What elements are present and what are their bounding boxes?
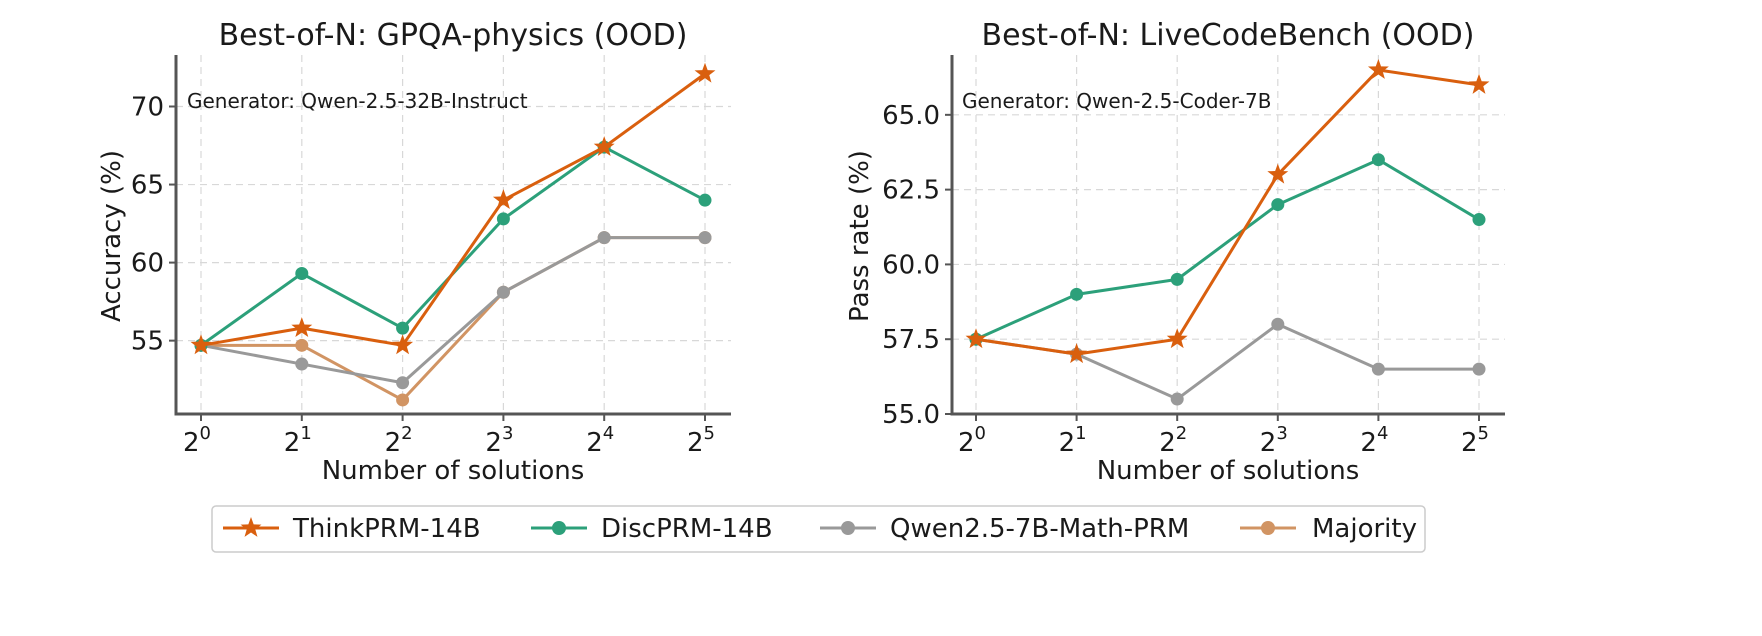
data-point	[295, 267, 309, 281]
data-point-star	[1468, 73, 1490, 94]
x-tick-label: 23	[1260, 423, 1288, 458]
data-point	[496, 212, 510, 226]
x-tick-label: 24	[586, 423, 614, 458]
chart-title: Best-of-N: GPQA-physics (OOD)	[219, 18, 688, 53]
data-point	[1472, 213, 1486, 227]
legend-item-thinkprm: ThinkPRM-14B	[223, 514, 481, 544]
series-line	[201, 236, 705, 402]
series-think	[965, 58, 1490, 364]
x-tick-label: 24	[1360, 423, 1388, 458]
data-point	[597, 231, 611, 245]
data-point-star	[1267, 163, 1289, 184]
legend-frame	[211, 505, 1426, 553]
x-tick-label: 21	[284, 423, 312, 458]
series-line	[975, 68, 1480, 356]
y-tick-label: 57.5	[882, 325, 940, 355]
legend-label: DiscPRM-14B	[601, 514, 773, 544]
data-point	[698, 231, 712, 245]
series-disc	[969, 153, 1486, 346]
data-point-star	[1166, 328, 1188, 349]
data-point	[1271, 317, 1285, 331]
data-point	[1371, 153, 1385, 167]
panel-livecodebench: Best-of-N: LiveCodeBench (OOD) Generator…	[845, 18, 1505, 486]
data-point-star	[1367, 58, 1389, 79]
chart-title: Best-of-N: LiveCodeBench (OOD)	[982, 18, 1475, 53]
circle-marker-icon	[552, 521, 566, 535]
series-qwen	[969, 317, 1486, 406]
legend-item-qwen-math-prm: Qwen2.5-7B-Math-PRM	[820, 514, 1189, 544]
series-think	[190, 62, 716, 355]
data-point	[496, 285, 510, 299]
legend-item-majority: Majority	[1240, 514, 1417, 544]
y-axis-label: Pass rate (%)	[845, 150, 875, 322]
x-axis-label: Number of solutions	[1097, 456, 1360, 486]
x-tick-label: 22	[385, 423, 413, 458]
data-point-star	[190, 334, 212, 355]
data-point-star	[492, 189, 514, 210]
circle-marker-icon	[841, 521, 855, 535]
y-tick-label: 70	[131, 93, 164, 123]
y-tick-label: 65	[131, 171, 164, 201]
generator-annotation: Generator: Qwen-2.5-32B-Instruct	[187, 89, 528, 113]
series-maj	[194, 231, 712, 407]
data-point	[1371, 362, 1385, 376]
legend-item-discprm: DiscPRM-14B	[531, 514, 773, 544]
legend-label: Qwen2.5-7B-Math-PRM	[890, 514, 1189, 544]
series-disc	[194, 140, 712, 352]
series-line	[200, 236, 705, 385]
y-tick-label: 60	[131, 249, 164, 279]
x-tick-label: 25	[687, 423, 715, 458]
legend-label: ThinkPRM-14B	[292, 514, 481, 544]
generator-annotation: Generator: Qwen-2.5-Coder-7B	[962, 89, 1271, 113]
data-point	[396, 376, 410, 390]
series-line	[200, 145, 706, 347]
x-axis-label: Number of solutions	[322, 456, 585, 486]
star-marker-icon	[240, 517, 262, 537]
y-tick-label: 65.0	[882, 101, 940, 131]
grid	[176, 55, 731, 414]
data-point	[1472, 362, 1486, 376]
data-point-star	[694, 62, 716, 83]
series-line	[975, 322, 1479, 401]
data-point	[1070, 287, 1084, 301]
y-tick-label: 55	[131, 327, 164, 357]
data-point	[396, 393, 410, 407]
y-tick-label: 60.0	[882, 250, 940, 280]
data-point	[295, 338, 309, 352]
data-point-star	[593, 136, 615, 156]
x-tick-label: 21	[1059, 423, 1087, 458]
data-point	[1271, 198, 1285, 212]
data-point-star	[392, 334, 414, 355]
x-tick-label: 25	[1461, 423, 1489, 458]
x-tick-label: 23	[485, 423, 513, 458]
x-tick-label: 22	[1159, 423, 1187, 458]
data-point	[295, 357, 309, 371]
y-tick-label: 62.5	[882, 176, 940, 206]
legend: ThinkPRM-14B DiscPRM-14B Qwen2.5-7B-Math…	[211, 505, 1426, 553]
x-tick-label: 20	[183, 423, 211, 458]
data-point	[396, 321, 410, 335]
legend-label: Majority	[1312, 514, 1417, 544]
x-tick-label: 20	[958, 423, 986, 458]
data-point	[1170, 272, 1184, 286]
series-line	[200, 72, 706, 347]
y-tick-label: 55.0	[882, 400, 940, 430]
data-point-star	[291, 317, 313, 338]
series-qwen	[194, 231, 712, 390]
data-point	[1170, 392, 1184, 406]
circle-marker-icon	[1261, 521, 1275, 535]
series-line	[975, 158, 1480, 341]
panel-gpqa-physics: Best-of-N: GPQA-physics (OOD) Generator:…	[97, 18, 731, 486]
data-point-star	[965, 328, 987, 349]
y-axis-label: Accuracy (%)	[97, 150, 127, 322]
data-point-star	[1066, 343, 1088, 364]
data-point	[698, 193, 712, 207]
